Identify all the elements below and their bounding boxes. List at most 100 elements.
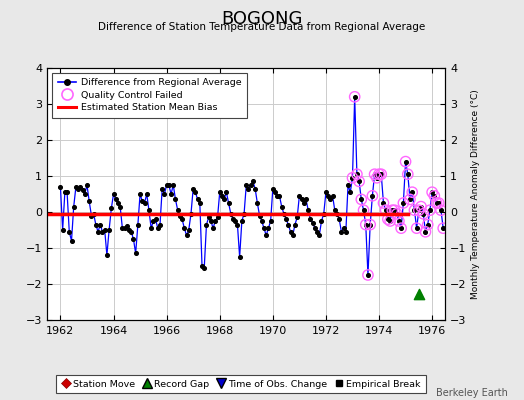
Point xyxy=(112,196,120,203)
Point xyxy=(359,207,368,214)
Point xyxy=(67,238,75,244)
Point xyxy=(388,207,397,214)
Point xyxy=(258,218,266,224)
Point xyxy=(379,200,388,206)
Point xyxy=(414,291,423,297)
Point xyxy=(224,200,233,206)
Point xyxy=(240,210,248,217)
Point xyxy=(333,210,341,217)
Point xyxy=(386,218,394,224)
Point xyxy=(357,196,366,203)
Point xyxy=(304,207,312,214)
Point xyxy=(132,250,140,257)
Point xyxy=(123,223,131,230)
Point xyxy=(105,227,113,233)
Point xyxy=(291,222,299,228)
Point xyxy=(246,182,255,188)
Point xyxy=(162,182,171,188)
Text: Berkeley Earth: Berkeley Earth xyxy=(436,388,508,398)
Point xyxy=(362,222,370,228)
Point xyxy=(295,193,303,199)
Point xyxy=(302,196,310,203)
Point xyxy=(72,184,80,190)
Point xyxy=(118,225,127,231)
Point xyxy=(386,218,394,224)
Point xyxy=(403,171,412,178)
Point xyxy=(381,207,390,214)
Point xyxy=(306,216,314,222)
Point xyxy=(384,216,392,222)
Point xyxy=(351,94,359,100)
Point xyxy=(211,218,220,224)
Point xyxy=(156,222,164,228)
Point xyxy=(379,200,388,206)
Point xyxy=(140,200,149,206)
Point xyxy=(262,232,270,238)
Point xyxy=(437,207,445,214)
Point xyxy=(165,182,173,188)
Point xyxy=(107,205,115,212)
Point xyxy=(90,210,98,217)
Point xyxy=(421,229,430,235)
Point xyxy=(390,207,399,214)
Point xyxy=(355,178,363,185)
Point xyxy=(373,174,381,181)
Point xyxy=(202,222,211,228)
Point xyxy=(178,216,187,222)
Point xyxy=(149,218,158,224)
Point xyxy=(428,189,436,195)
Point xyxy=(417,203,425,210)
Point xyxy=(419,210,428,217)
Point xyxy=(401,158,410,165)
Point xyxy=(395,218,403,224)
Point xyxy=(63,189,71,195)
Point xyxy=(249,178,257,185)
Point xyxy=(417,203,425,210)
Point xyxy=(359,207,368,214)
Text: BOGONG: BOGONG xyxy=(221,10,303,28)
Point xyxy=(242,182,250,188)
Point xyxy=(158,186,167,192)
Point xyxy=(406,196,414,203)
Point xyxy=(154,225,162,231)
Point xyxy=(412,225,421,231)
Point xyxy=(320,210,328,217)
Point xyxy=(195,200,204,206)
Point xyxy=(425,207,434,214)
Point xyxy=(171,196,180,203)
Point xyxy=(206,218,215,224)
Point xyxy=(368,193,377,199)
Point xyxy=(373,174,381,181)
Point xyxy=(61,189,69,195)
Point xyxy=(222,189,231,195)
Point xyxy=(348,174,357,181)
Point xyxy=(421,229,430,235)
Point xyxy=(266,218,275,224)
Point xyxy=(434,200,443,206)
Point xyxy=(282,216,290,222)
Point xyxy=(215,189,224,195)
Point xyxy=(410,207,419,214)
Point xyxy=(392,210,401,217)
Point xyxy=(182,232,191,238)
Point xyxy=(384,216,392,222)
Point xyxy=(260,225,268,231)
Point xyxy=(116,203,124,210)
Point xyxy=(204,214,213,221)
Point xyxy=(362,222,370,228)
Point xyxy=(439,225,447,231)
Point xyxy=(255,212,264,219)
Point xyxy=(121,225,129,231)
Point xyxy=(437,207,445,214)
Point xyxy=(269,186,277,192)
Point xyxy=(134,222,142,228)
Point xyxy=(311,225,319,231)
Point xyxy=(138,198,147,204)
Point xyxy=(397,225,406,231)
Point xyxy=(370,171,379,178)
Point xyxy=(430,193,439,199)
Point xyxy=(401,158,410,165)
Point xyxy=(406,196,414,203)
Point xyxy=(198,263,206,269)
Point xyxy=(70,203,78,210)
